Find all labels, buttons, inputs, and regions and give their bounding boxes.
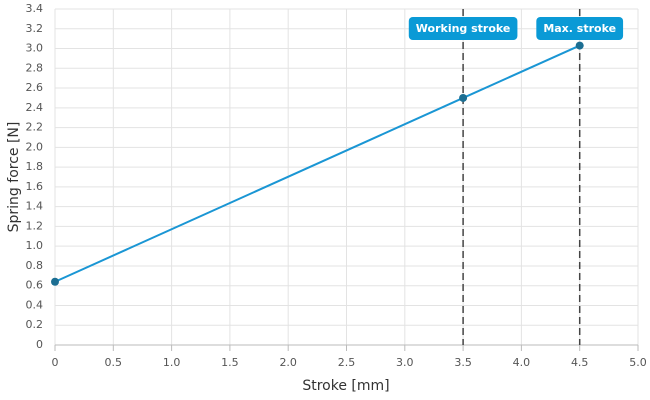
y-tick-label: 2.2 (26, 121, 44, 134)
y-axis-title: Spring force [N] (6, 122, 22, 233)
y-tick-label: 1.6 (26, 180, 44, 193)
y-tick-label: 0.4 (26, 298, 44, 311)
x-tick-label: 2.5 (338, 356, 356, 369)
y-tick-label: 1.0 (26, 239, 44, 252)
x-tick-label: 1.0 (163, 356, 181, 369)
y-tick-label: 0.8 (26, 259, 44, 272)
y-tick-label: 3.4 (26, 2, 44, 15)
y-tick-label: 3.2 (26, 22, 44, 35)
y-tick-label: 2.0 (26, 140, 44, 153)
y-tick-label: 0.6 (26, 279, 44, 292)
x-tick-label: 2.0 (279, 356, 297, 369)
x-axis-title: Stroke [mm] (302, 378, 389, 394)
annotation-label: Working stroke (416, 22, 511, 35)
annotation-box (536, 17, 624, 40)
x-tick-label: 0 (52, 356, 59, 369)
y-tick-label: 0 (36, 338, 43, 351)
y-tick-label: 1.2 (26, 219, 44, 232)
point (51, 277, 59, 286)
x-tick-label: 1.5 (221, 356, 239, 369)
y-tick-label: 1.4 (26, 200, 44, 213)
point (575, 41, 584, 50)
y-tick-label: 0.2 (26, 318, 44, 331)
annotation-label: Max. stroke (543, 22, 616, 35)
x-tick-label: 3.0 (396, 356, 414, 369)
x-tick-label: 5.0 (629, 356, 647, 369)
y-tick-label: 3.0 (26, 42, 44, 55)
point (459, 93, 468, 102)
annotation-box (408, 17, 518, 40)
y-tick-label: 2.4 (26, 101, 44, 114)
x-tick-label: 4.0 (513, 356, 531, 369)
x-tick-label: 0.5 (105, 356, 123, 369)
x-tick-label: 4.5 (571, 356, 589, 369)
x-tick-label: 3.5 (454, 356, 472, 369)
y-tick-label: 2.8 (26, 61, 44, 74)
y-tick-label: 1.8 (26, 160, 44, 173)
y-tick-label: 2.6 (26, 81, 44, 94)
